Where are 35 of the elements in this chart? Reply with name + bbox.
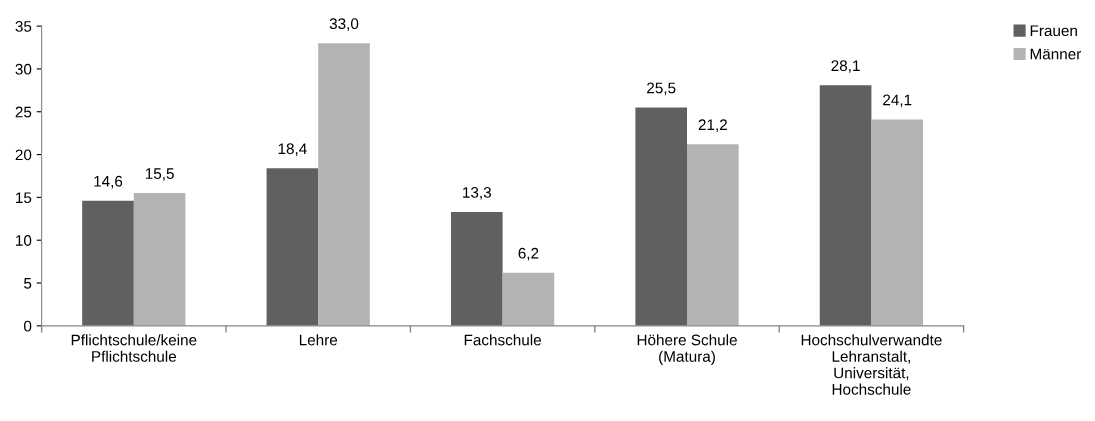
data-label: 15,5 <box>145 168 174 181</box>
y-tick-label: 0 <box>23 320 32 332</box>
bar <box>635 107 687 326</box>
y-tick-label: 35 <box>15 20 32 32</box>
data-label: 13,3 <box>463 187 491 200</box>
data-label: 6,2 <box>518 247 539 261</box>
x-tick-label: Fachschule <box>464 334 541 346</box>
bar <box>819 85 872 326</box>
data-label: 21,2 <box>698 119 727 132</box>
data-label: 24,1 <box>883 94 912 108</box>
data-label: 18,4 <box>278 143 307 156</box>
bar <box>687 144 739 326</box>
data-label: 28,1 <box>831 60 860 73</box>
bar <box>82 200 134 326</box>
data-label: 25,5 <box>647 82 676 96</box>
bar <box>871 119 924 326</box>
y-tick-label: 10 <box>16 235 32 246</box>
bar <box>266 168 319 326</box>
y-tick-label: 15 <box>16 192 32 204</box>
y-tick-label: 25 <box>15 106 32 118</box>
data-label: 33,0 <box>329 18 359 31</box>
x-tick-label: Hochschulverwandte Lehranstalt, Universität, Hochschule <box>801 334 942 395</box>
bar <box>318 43 370 326</box>
y-tick-label: 20 <box>15 149 32 161</box>
legend-label: Männer <box>1030 48 1082 60</box>
x-tick-label: Höhere Schule (Matura) <box>637 334 737 365</box>
bar <box>133 193 186 326</box>
y-tick-label: 30 <box>15 63 32 75</box>
y-tick-label: 5 <box>24 278 32 289</box>
bar <box>450 211 503 326</box>
x-tick-label: Pflichtschule/keine Pflichtschule <box>71 334 197 362</box>
data-label: 14,6 <box>94 175 123 189</box>
legend-label: Frauen <box>1030 25 1077 37</box>
x-tick-label: Lehre <box>299 334 338 346</box>
bar <box>502 272 555 326</box>
